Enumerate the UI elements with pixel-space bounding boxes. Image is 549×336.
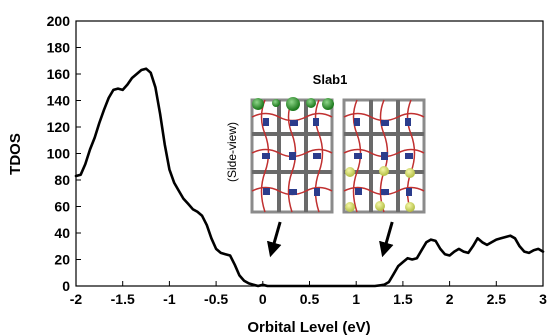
x-tick-label: 1.5: [393, 291, 413, 307]
tdos-series-line: [74, 67, 545, 288]
y-tick-label: 80: [54, 172, 70, 188]
x-tick-label: 2.5: [487, 291, 507, 307]
slab-left-panel: [250, 97, 334, 214]
y-tick-label: 140: [47, 93, 71, 109]
inset-title: Slab1: [313, 72, 348, 87]
y-tick-label: 180: [47, 40, 71, 56]
x-tick-label: -2: [70, 291, 83, 307]
y-tick-label: 40: [54, 225, 70, 241]
arrow-valence-edge: [266, 221, 282, 258]
slab-right-panel: [342, 98, 426, 214]
y-tick-label: 160: [47, 66, 71, 82]
x-axis-ticks: -2 -1.5 -1 -0.5 0 0.5 1 1.5 2 2.5 3: [70, 281, 547, 307]
y-tick-label: 0: [62, 278, 70, 294]
arrow-conduction-edge: [379, 221, 394, 258]
inset-side-view-label: (Side-view): [225, 122, 239, 182]
x-axis-title: Orbital Level (eV): [247, 319, 370, 336]
slab-structure-inset: Slab1 (Side-view): [225, 72, 426, 214]
x-tick-label: 1: [352, 291, 360, 307]
y-tick-label: 200: [47, 13, 71, 29]
x-tick-label: 3: [539, 291, 547, 307]
y-tick-label: 60: [54, 199, 70, 215]
annotation-arrows: [266, 221, 394, 258]
x-tick-label: -0.5: [204, 291, 228, 307]
x-tick-label: -1.5: [111, 291, 135, 307]
y-axis-ticks: 0 20 40 60 80 100 120 140 160 180 200: [47, 13, 81, 294]
x-tick-label: -1: [163, 291, 176, 307]
x-tick-label: 0.5: [300, 291, 320, 307]
x-tick-label: 2: [446, 291, 454, 307]
y-tick-label: 20: [54, 252, 70, 268]
y-axis-title: TDOS: [7, 133, 24, 175]
x-tick-label: 0: [259, 291, 267, 307]
y-tick-label: 120: [47, 119, 71, 135]
y-tick-label: 100: [47, 146, 71, 162]
